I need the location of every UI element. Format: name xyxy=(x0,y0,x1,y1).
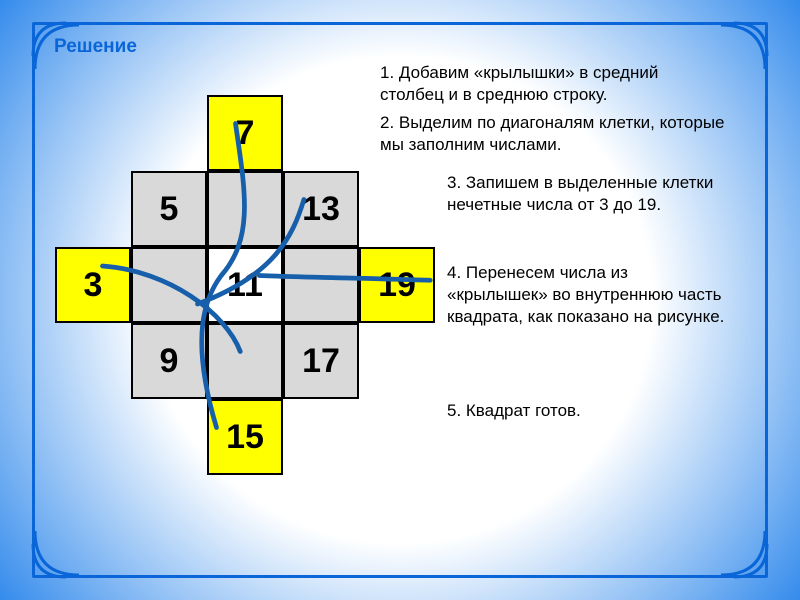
grid-cell: 11 xyxy=(207,247,283,323)
grid-cell xyxy=(207,171,283,247)
grid-cell: 17 xyxy=(283,323,359,399)
grid-cell: 13 xyxy=(283,171,359,247)
grid-cell: 5 xyxy=(131,171,207,247)
corner-ornament-tr xyxy=(719,21,769,71)
grid-cell xyxy=(207,323,283,399)
page-title: Решение xyxy=(54,36,137,58)
grid-cell: 3 xyxy=(55,247,131,323)
step-4: 4. Перенесем числа из «крылышек» во внут… xyxy=(447,262,725,328)
grid-cell: 9 xyxy=(131,323,207,399)
grid-cell: 19 xyxy=(359,247,435,323)
grid-cell xyxy=(131,247,207,323)
grid-cell xyxy=(283,247,359,323)
step-5: 5. Квадрат готов. xyxy=(447,400,725,422)
step-3: 3. Запишем в выделенные клетки нечетные … xyxy=(447,172,725,216)
corner-ornament-br xyxy=(719,529,769,579)
grid-cell: 7 xyxy=(207,95,283,171)
magic-square-diagram: 75 13 3 11 19 9 1715 xyxy=(55,95,435,555)
grid-cell: 15 xyxy=(207,399,283,475)
